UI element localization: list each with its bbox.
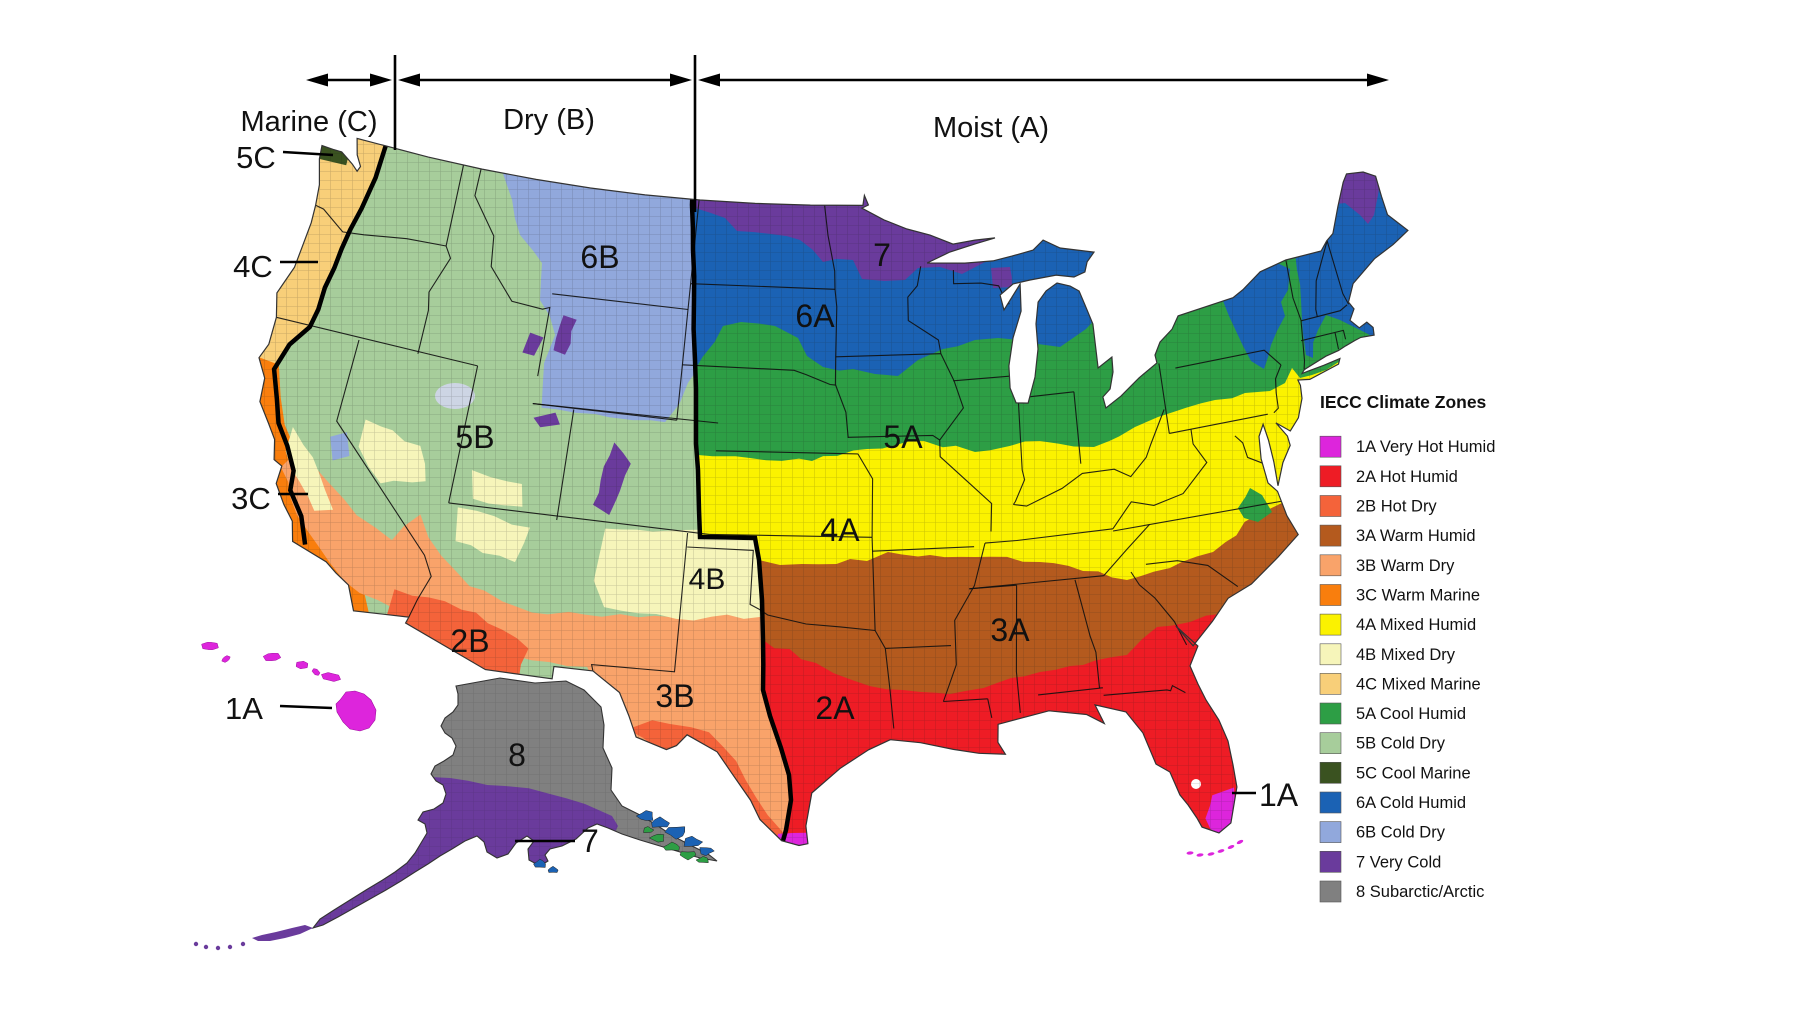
svg-text:6A Cold Humid: 6A Cold Humid bbox=[1356, 794, 1466, 812]
svg-text:3C Warm Marine: 3C Warm Marine bbox=[1356, 587, 1480, 605]
svg-text:4C: 4C bbox=[233, 249, 273, 284]
svg-text:4A Mixed Humid: 4A Mixed Humid bbox=[1356, 616, 1476, 634]
svg-text:8: 8 bbox=[508, 737, 526, 773]
svg-text:3A: 3A bbox=[990, 612, 1030, 648]
svg-text:1A: 1A bbox=[225, 691, 263, 726]
svg-text:4A: 4A bbox=[820, 512, 860, 548]
svg-text:3C: 3C bbox=[231, 481, 271, 516]
svg-text:5A Cool Humid: 5A Cool Humid bbox=[1356, 705, 1466, 723]
svg-text:5B Cold Dry: 5B Cold Dry bbox=[1356, 735, 1446, 753]
svg-text:6A: 6A bbox=[795, 298, 835, 334]
svg-text:5A: 5A bbox=[883, 419, 923, 455]
svg-text:6B Cold Dry: 6B Cold Dry bbox=[1356, 824, 1446, 842]
svg-text:4B: 4B bbox=[689, 563, 726, 596]
svg-text:2A Hot Humid: 2A Hot Humid bbox=[1356, 468, 1458, 486]
svg-text:2A: 2A bbox=[815, 690, 855, 726]
svg-text:7 Very Cold: 7 Very Cold bbox=[1356, 853, 1441, 871]
svg-text:3A Warm Humid: 3A Warm Humid bbox=[1356, 527, 1476, 545]
svg-text:3B: 3B bbox=[655, 678, 694, 714]
svg-text:Dry (B): Dry (B) bbox=[503, 104, 595, 136]
svg-text:Marine (C): Marine (C) bbox=[241, 106, 378, 138]
svg-text:7: 7 bbox=[873, 237, 891, 273]
svg-text:2B: 2B bbox=[450, 623, 489, 659]
svg-text:4B Mixed Dry: 4B Mixed Dry bbox=[1356, 646, 1456, 664]
svg-text:5C Cool Marine: 5C Cool Marine bbox=[1356, 764, 1471, 782]
svg-text:7: 7 bbox=[581, 823, 599, 859]
svg-text:4C Mixed Marine: 4C Mixed Marine bbox=[1356, 675, 1481, 693]
svg-text:1A: 1A bbox=[1259, 777, 1299, 813]
svg-text:3B Warm Dry: 3B Warm Dry bbox=[1356, 557, 1455, 575]
svg-text:1A Very Hot Humid: 1A Very Hot Humid bbox=[1356, 438, 1495, 456]
svg-text:IECC Climate Zones: IECC Climate Zones bbox=[1320, 392, 1487, 412]
svg-text:5B: 5B bbox=[455, 419, 494, 455]
svg-text:8 Subarctic/Arctic: 8 Subarctic/Arctic bbox=[1356, 883, 1484, 901]
svg-text:5C: 5C bbox=[236, 140, 276, 175]
svg-text:Moist (A): Moist (A) bbox=[933, 112, 1049, 144]
svg-text:2B Hot Dry: 2B Hot Dry bbox=[1356, 498, 1437, 516]
svg-text:6B: 6B bbox=[580, 239, 619, 275]
